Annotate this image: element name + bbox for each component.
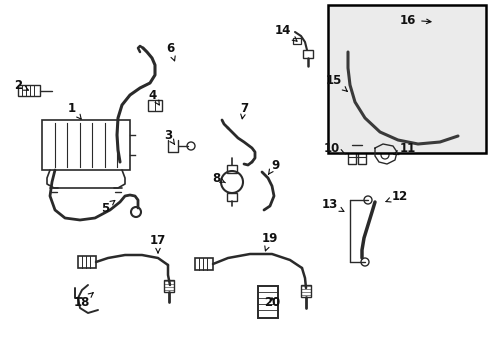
Bar [148, 100, 162, 111]
Bar [301, 285, 310, 297]
Text: 13: 13 [321, 198, 343, 211]
Text: 6: 6 [165, 41, 175, 61]
Bar [78, 256, 96, 268]
Text: 12: 12 [385, 189, 407, 202]
Text: 1: 1 [68, 102, 81, 119]
Text: 5: 5 [101, 201, 115, 215]
Text: 11: 11 [393, 141, 415, 154]
Text: 17: 17 [149, 234, 166, 253]
Text: 19: 19 [261, 231, 278, 251]
Bar [347, 150, 355, 164]
Bar [455, 128, 463, 136]
Bar [292, 38, 301, 44]
Text: 14: 14 [274, 23, 296, 41]
Text: 7: 7 [240, 102, 247, 119]
Bar [303, 50, 312, 58]
Text: 20: 20 [264, 296, 280, 309]
Bar [163, 280, 174, 292]
Text: 10: 10 [323, 141, 345, 154]
Text: 9: 9 [268, 158, 279, 174]
Bar [327, 5, 485, 153]
Bar [258, 286, 278, 318]
Bar [357, 150, 365, 164]
Text: 15: 15 [325, 73, 346, 91]
Bar [343, 40, 351, 48]
Text: 18: 18 [74, 293, 93, 309]
Text: 4: 4 [148, 89, 159, 105]
Bar [226, 165, 237, 173]
Bar [195, 258, 213, 270]
Bar [18, 85, 40, 96]
Bar [226, 193, 237, 201]
Text: 16: 16 [399, 14, 430, 27]
Text: 2: 2 [14, 78, 28, 91]
Text: 3: 3 [163, 129, 174, 144]
Bar [42, 120, 130, 170]
Text: 8: 8 [211, 171, 225, 185]
